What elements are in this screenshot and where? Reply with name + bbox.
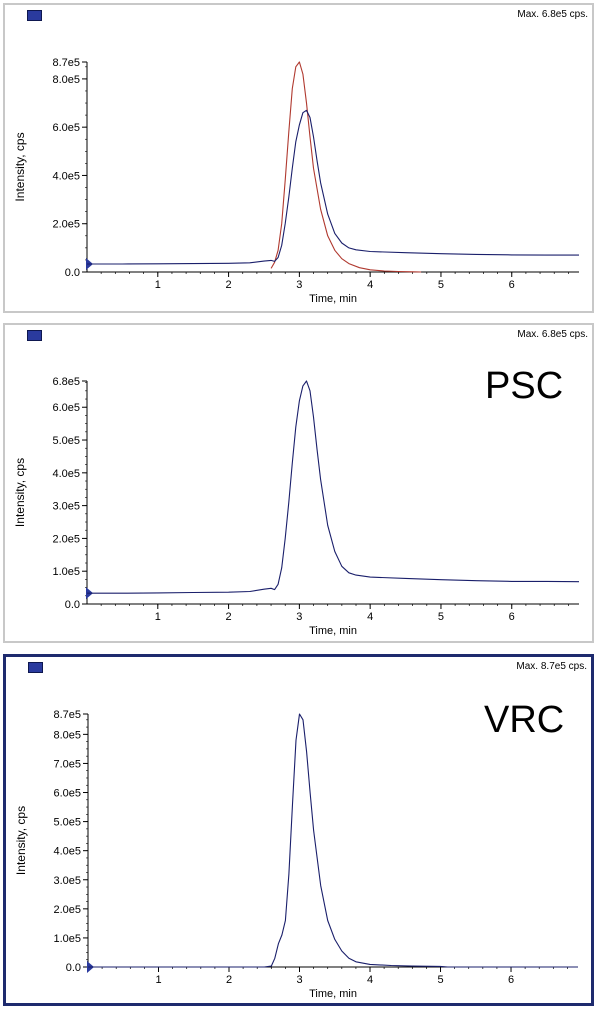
- x-axis-label: Time, min: [309, 988, 357, 1000]
- series-line-1: [87, 380, 580, 594]
- x-tick-label: 5: [438, 279, 444, 291]
- max-intensity-label: Max. 8.7e5 cps.: [516, 661, 587, 672]
- panel-selector-icon[interactable]: [27, 330, 42, 341]
- y-tick-label: 2.0e5: [53, 904, 81, 916]
- y-tick-label: 6.0e5: [52, 122, 80, 134]
- chart-2: 1 2 3 4 5 6 0.0 1.0e5 2.0e5 3.0e5 4.0e5 5.0e5 6.0e5 6…: [13, 376, 580, 637]
- y-tick-label: 0.0: [65, 267, 80, 279]
- x-tick-label: 5: [437, 974, 443, 986]
- x-tick-label: 1: [155, 279, 161, 291]
- x-tick-label: 1: [155, 611, 161, 623]
- panel-selector-icon[interactable]: [27, 10, 42, 21]
- x-axis-label: Time, min: [309, 625, 357, 637]
- y-tick-label: 4.0e5: [52, 170, 80, 182]
- x-tick-label: 1: [155, 974, 161, 986]
- sample-tag-label: PSC: [485, 365, 564, 407]
- x-tick-label: 6: [508, 974, 514, 986]
- y-tick-label: 0.0: [66, 962, 81, 974]
- y-tick-label: 4.0e5: [53, 846, 81, 858]
- chromatogram-panel-vrc[interactable]: Max. 8.7e5 cps. VRC 1 2 3 4 5 6 0.0 1.0e5 2.0e5 3…: [3, 654, 594, 1006]
- y-axis-label: Intensity, cps: [14, 806, 28, 875]
- y-tick-label: 6.8e5: [52, 376, 80, 388]
- y-tick-label: 2.0e5: [52, 533, 80, 545]
- panel-selector-icon[interactable]: [28, 662, 43, 673]
- y-tick-label: 8.0e5: [52, 74, 80, 86]
- x-tick-label: 4: [367, 611, 373, 623]
- x-tick-label: 3: [296, 611, 302, 623]
- x-tick-label: 6: [509, 611, 515, 623]
- y-tick-label: 5.0e5: [52, 435, 80, 447]
- x-axis-label: Time, min: [309, 293, 357, 305]
- x-tick-label: 2: [226, 611, 232, 623]
- chromatogram-panel-psc[interactable]: Max. 6.8e5 cps. PSC 1 2 3 4 5 6 0.0 1.0e5 2.0e5 3…: [3, 323, 594, 643]
- x-tick-label: 4: [367, 974, 373, 986]
- series-line-1: [270, 61, 422, 273]
- series-line-2: [87, 109, 579, 265]
- x-tick-label: 3: [296, 279, 302, 291]
- max-intensity-label: Max. 6.8e5 cps.: [517, 9, 588, 20]
- x-tick-label: 4: [367, 279, 373, 291]
- y-tick-label: 0.0: [65, 599, 80, 611]
- y-axis-label: Intensity, cps: [13, 458, 27, 527]
- y-tick-label: 4.0e5: [52, 468, 80, 480]
- y-tick-label: 8.0e5: [53, 729, 81, 741]
- series-line-1: [88, 713, 578, 968]
- chart-3: 1 2 3 4 5 6 0.0 1.0e5 2.0e5 3.0e5 4.0e5 5.0e5 6.0e5 7…: [14, 709, 578, 1000]
- y-tick-label: 8.7e5: [52, 57, 80, 69]
- y-tick-label: 8.7e5: [53, 709, 81, 721]
- y-tick-label: 2.0e5: [52, 219, 80, 231]
- y-tick-label: 1.0e5: [52, 566, 80, 578]
- max-intensity-label: Max. 6.8e5 cps.: [517, 329, 588, 340]
- x-tick-label: 5: [438, 611, 444, 623]
- y-tick-label: 7.0e5: [53, 758, 81, 770]
- y-axis-label: Intensity, cps: [13, 132, 27, 201]
- chromatogram-panel-1[interactable]: Max. 6.8e5 cps. 1 2 3 4 5 6 0.0 2.0e5 4.0e5 6.0e5…: [3, 3, 594, 313]
- x-tick-label: 6: [509, 279, 515, 291]
- y-tick-label: 6.0e5: [53, 788, 81, 800]
- y-tick-label: 1.0e5: [53, 933, 81, 945]
- y-tick-label: 6.0e5: [52, 402, 80, 414]
- y-tick-label: 3.0e5: [52, 501, 80, 513]
- y-tick-label: 3.0e5: [53, 875, 81, 887]
- y-tick-label: 5.0e5: [53, 817, 81, 829]
- chart-1: 1 2 3 4 5 6 0.0 2.0e5 4.0e5 6.0e5 8.0e5 8.7e5 Time, …: [13, 57, 579, 305]
- x-tick-label: 3: [296, 974, 302, 986]
- x-tick-label: 2: [226, 974, 232, 986]
- x-tick-label: 2: [226, 279, 232, 291]
- sample-tag-label: VRC: [484, 699, 565, 741]
